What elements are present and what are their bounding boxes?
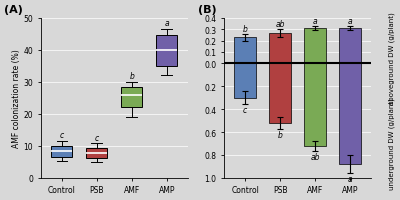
Text: c: c [95, 133, 99, 142]
Bar [339, 64, 362, 164]
Text: ab: ab [310, 152, 320, 161]
PathPatch shape [121, 87, 142, 108]
Bar [339, 29, 362, 64]
PathPatch shape [51, 146, 72, 157]
Text: a: a [313, 17, 317, 26]
Text: c: c [243, 105, 247, 114]
Text: (A): (A) [4, 5, 23, 15]
Text: underground DW (g/plant): underground DW (g/plant) [389, 97, 395, 189]
PathPatch shape [86, 149, 107, 158]
Bar [304, 64, 326, 146]
PathPatch shape [156, 36, 177, 66]
Text: b: b [278, 130, 282, 139]
Text: c: c [60, 131, 64, 140]
Bar [234, 38, 256, 64]
Text: a: a [164, 19, 169, 28]
Text: a: a [348, 174, 352, 183]
Text: aboveground DW (g/plant): aboveground DW (g/plant) [389, 12, 395, 105]
Text: (B): (B) [198, 5, 216, 15]
Text: ab: ab [275, 20, 285, 29]
Bar [304, 29, 326, 64]
Text: b: b [129, 72, 134, 81]
Text: a: a [348, 17, 352, 26]
Bar [234, 64, 256, 98]
Y-axis label: AMF colonization rate (%): AMF colonization rate (%) [12, 49, 21, 147]
Text: b: b [243, 25, 248, 34]
Bar [269, 64, 292, 123]
Bar [269, 34, 292, 64]
